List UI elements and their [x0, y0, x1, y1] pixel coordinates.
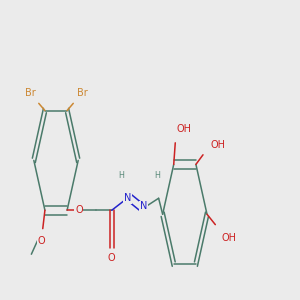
- Text: H: H: [154, 171, 160, 180]
- Text: O: O: [108, 253, 116, 263]
- Text: Br: Br: [76, 88, 87, 98]
- Text: O: O: [75, 205, 82, 215]
- Text: N: N: [124, 193, 131, 203]
- Text: OH: OH: [211, 140, 226, 150]
- Text: Br: Br: [25, 88, 35, 98]
- Text: H: H: [119, 171, 124, 180]
- Text: OH: OH: [221, 233, 236, 243]
- Text: O: O: [38, 236, 45, 246]
- Text: OH: OH: [176, 124, 191, 134]
- Text: N: N: [140, 201, 147, 211]
